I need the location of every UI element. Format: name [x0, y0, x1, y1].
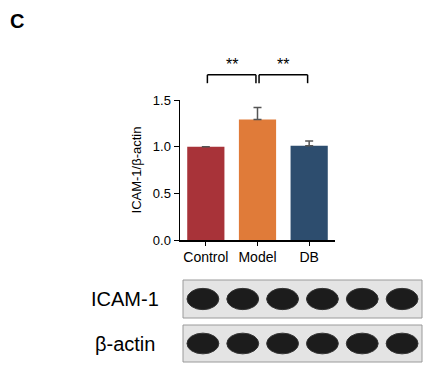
svg-text:DB: DB [299, 249, 318, 265]
svg-text:1.5: 1.5 [153, 93, 171, 108]
svg-text:Control: Control [183, 249, 228, 265]
svg-text:**: ** [277, 56, 289, 73]
svg-text:0.5: 0.5 [153, 186, 171, 201]
svg-text:0.0: 0.0 [153, 233, 171, 248]
svg-text:1.0: 1.0 [153, 139, 171, 154]
svg-text:β-actin: β-actin [95, 333, 155, 355]
svg-text:ICAM-1/β-actin: ICAM-1/β-actin [129, 127, 144, 214]
svg-text:C: C [10, 10, 24, 32]
svg-text:ICAM-1: ICAM-1 [91, 288, 159, 310]
svg-text:Model: Model [238, 249, 276, 265]
svg-text:**: ** [226, 56, 238, 73]
